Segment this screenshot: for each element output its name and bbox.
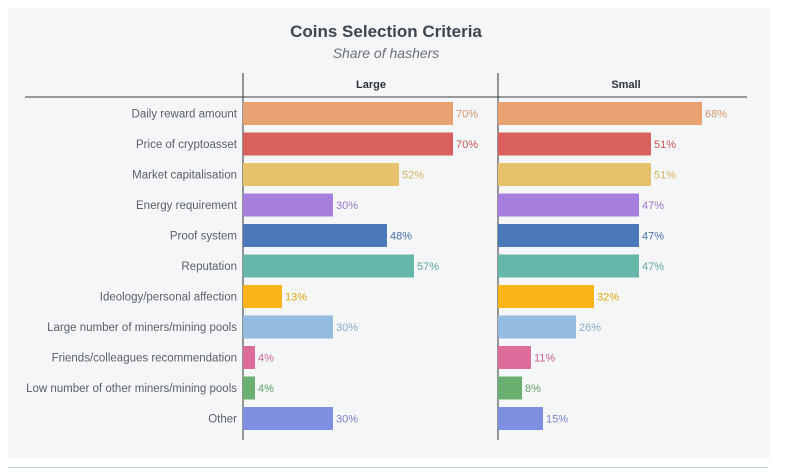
data-label-large: 57%	[417, 261, 439, 273]
category-label: Daily reward amount	[132, 109, 238, 121]
category-label: Energy requirement	[136, 200, 238, 212]
bar-large	[243, 346, 255, 369]
data-label-small: 15%	[546, 414, 568, 426]
data-label-small: 51%	[654, 139, 676, 151]
bar-large	[243, 102, 453, 125]
data-label-small: 47%	[642, 200, 664, 212]
data-label-large: 30%	[336, 200, 358, 212]
bar-small	[498, 376, 522, 400]
chart-subtitle: Share of hashers	[332, 45, 440, 61]
category-label: Other	[208, 414, 237, 426]
bar-large	[243, 407, 333, 430]
data-label-large: 70%	[456, 109, 478, 121]
bar-small	[498, 315, 576, 339]
bar-small	[498, 346, 531, 369]
data-label-small: 68%	[705, 109, 727, 121]
bar-small	[498, 285, 594, 308]
bar-small	[498, 407, 543, 430]
category-label: Proof system	[170, 231, 237, 243]
data-label-small: 8%	[525, 383, 541, 395]
bar-small	[498, 224, 639, 247]
bar-large	[243, 315, 333, 339]
category-label: Ideology/personal affection	[100, 292, 237, 304]
data-label-small: 32%	[597, 292, 619, 304]
panel-header-large: Large	[356, 79, 386, 91]
category-label: Price of cryptoasset	[136, 139, 238, 151]
category-label: Market capitalisation	[132, 170, 237, 182]
data-label-large: 4%	[258, 383, 274, 395]
bar-large	[243, 285, 282, 308]
chart-title: Coins Selection Criteria	[290, 22, 482, 41]
bar-small	[498, 132, 651, 156]
data-label-large: 30%	[336, 322, 358, 334]
category-label: Low number of other miners/mining pools	[26, 383, 237, 395]
data-label-small: 51%	[654, 170, 676, 182]
data-label-small: 47%	[642, 261, 664, 273]
bar-large	[243, 376, 255, 400]
data-label-small: 26%	[579, 322, 601, 334]
bar-large	[243, 193, 333, 217]
category-label: Friends/colleagues recommendation	[52, 353, 237, 365]
category-label: Reputation	[181, 261, 237, 273]
bar-large	[243, 132, 453, 156]
bar-large	[243, 254, 414, 278]
bar-small	[498, 193, 639, 217]
bar-small	[498, 102, 702, 125]
bar-small	[498, 254, 639, 278]
data-label-small: 47%	[642, 231, 664, 243]
bar-large	[243, 224, 387, 247]
category-label: Large number of miners/mining pools	[47, 322, 237, 334]
bar-small	[498, 163, 651, 186]
data-label-large: 52%	[402, 170, 424, 182]
data-label-large: 13%	[285, 292, 307, 304]
panel-header-small: Small	[611, 79, 640, 91]
bottom-divider	[8, 467, 768, 468]
chart-panel	[8, 8, 770, 458]
bar-large	[243, 163, 399, 186]
data-label-large: 30%	[336, 414, 358, 426]
data-label-large: 48%	[390, 231, 412, 243]
data-label-large: 70%	[456, 139, 478, 151]
data-label-large: 4%	[258, 353, 274, 365]
data-label-small: 11%	[534, 353, 555, 365]
